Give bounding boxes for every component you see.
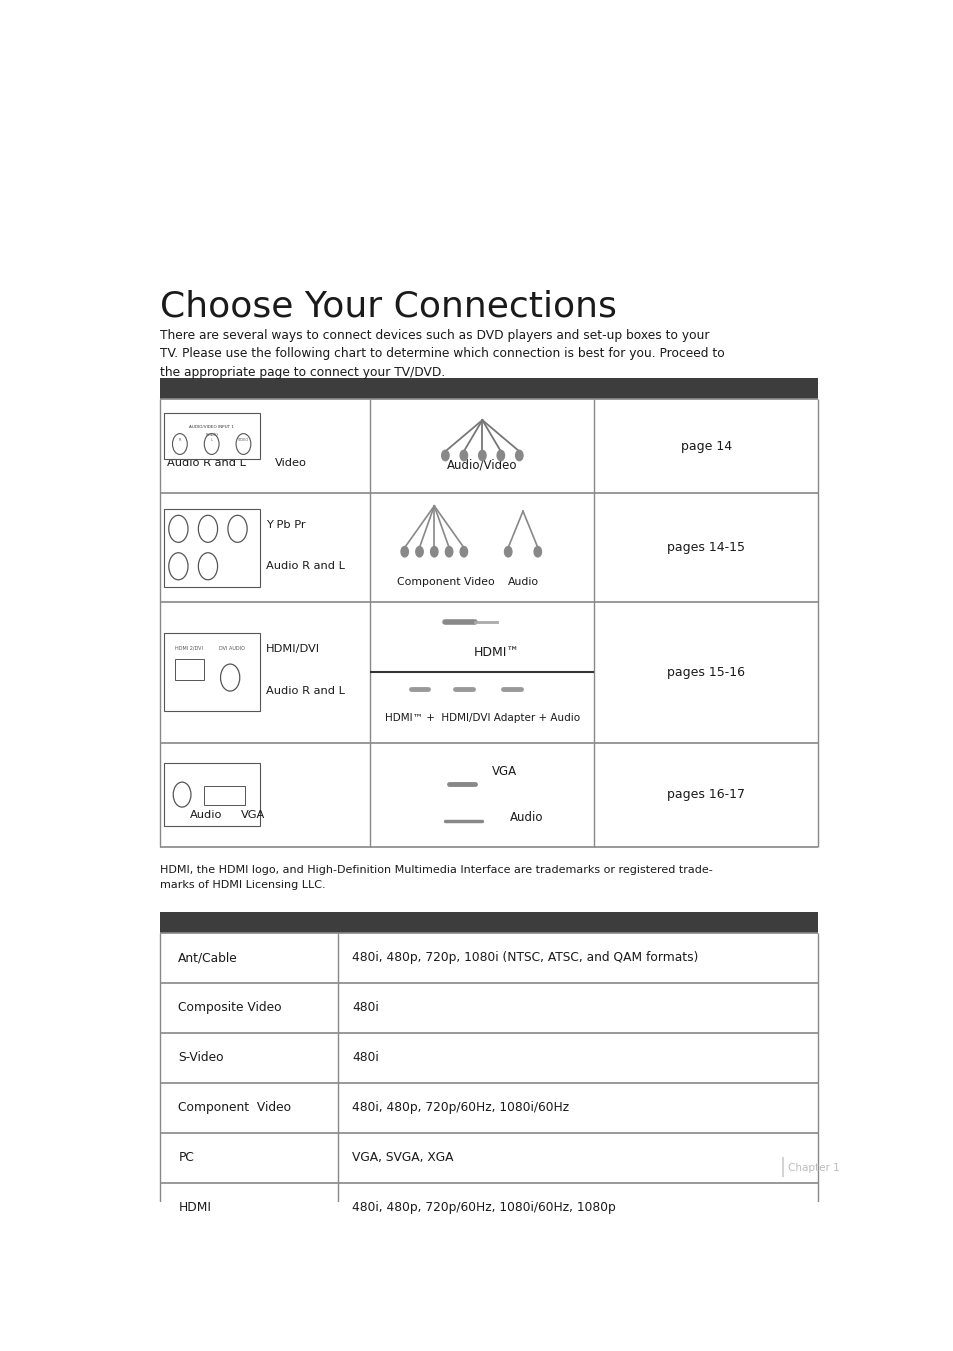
Text: VGA: VGA bbox=[241, 811, 265, 820]
Text: L: L bbox=[211, 438, 213, 442]
Text: HDMI™ +  HDMI/DVI Adapter + Audio: HDMI™ + HDMI/DVI Adapter + Audio bbox=[384, 713, 579, 723]
Bar bbox=[164, 413, 259, 458]
Text: VGA, SVGA, XGA: VGA, SVGA, XGA bbox=[352, 1151, 454, 1165]
Text: AUDIO/VIDEO INPUT 1: AUDIO/VIDEO INPUT 1 bbox=[189, 426, 233, 430]
Bar bbox=[174, 659, 204, 680]
Text: 480i, 480p, 720p, 1080i (NTSC, ATSC, and QAM formats): 480i, 480p, 720p, 1080i (NTSC, ATSC, and… bbox=[352, 951, 698, 965]
Circle shape bbox=[430, 547, 437, 557]
Circle shape bbox=[478, 450, 485, 461]
Circle shape bbox=[534, 547, 541, 557]
Text: PC: PC bbox=[178, 1151, 194, 1165]
Text: Choose Your Connections: Choose Your Connections bbox=[160, 289, 617, 323]
Circle shape bbox=[416, 547, 423, 557]
Text: VIDEO: VIDEO bbox=[237, 438, 249, 442]
Circle shape bbox=[445, 547, 453, 557]
Text: Audio R and L: Audio R and L bbox=[265, 686, 344, 696]
Text: 480i, 480p, 720p/60Hz, 1080i/60Hz, 1080p: 480i, 480p, 720p/60Hz, 1080i/60Hz, 1080p bbox=[352, 1201, 616, 1215]
Bar bbox=[164, 634, 259, 712]
Text: DVI AUDIO: DVI AUDIO bbox=[219, 646, 245, 651]
Circle shape bbox=[441, 450, 449, 461]
Bar bbox=[160, 378, 817, 400]
Text: HDMI/DVI: HDMI/DVI bbox=[265, 644, 319, 654]
Text: 480i, 480p, 720p/60Hz, 1080i/60Hz: 480i, 480p, 720p/60Hz, 1080i/60Hz bbox=[352, 1101, 569, 1115]
Text: 480i: 480i bbox=[352, 1051, 378, 1065]
Text: Composite Video: Composite Video bbox=[178, 1001, 282, 1015]
Text: 480i: 480i bbox=[352, 1001, 378, 1015]
Text: There are several ways to connect devices such as DVD players and set-up boxes t: There are several ways to connect device… bbox=[160, 328, 724, 378]
Text: pages 14-15: pages 14-15 bbox=[666, 540, 744, 554]
Text: Audio: Audio bbox=[507, 577, 538, 586]
Text: Audio R and L: Audio R and L bbox=[167, 458, 246, 467]
Text: pages 16-17: pages 16-17 bbox=[666, 788, 744, 801]
Text: Chapter 1: Chapter 1 bbox=[787, 1163, 840, 1173]
Circle shape bbox=[459, 547, 467, 557]
Circle shape bbox=[515, 450, 522, 461]
Text: pages 15-16: pages 15-16 bbox=[666, 666, 744, 678]
Text: Audio: Audio bbox=[510, 811, 543, 824]
Text: page 14: page 14 bbox=[679, 439, 731, 453]
Text: Audio/Video: Audio/Video bbox=[447, 458, 517, 471]
Text: Component Video: Component Video bbox=[396, 577, 494, 586]
Text: HDMI 2/DVI: HDMI 2/DVI bbox=[174, 646, 202, 651]
Bar bbox=[164, 508, 259, 586]
Text: R: R bbox=[178, 438, 181, 442]
Text: HDMI: HDMI bbox=[178, 1201, 212, 1215]
Text: Audio R and L: Audio R and L bbox=[265, 561, 344, 571]
Text: Y Pb Pr: Y Pb Pr bbox=[265, 520, 305, 530]
Circle shape bbox=[400, 547, 408, 557]
Text: Audio: Audio bbox=[190, 811, 222, 820]
Circle shape bbox=[459, 450, 467, 461]
Text: (VID1): (VID1) bbox=[205, 432, 218, 436]
Text: VGA: VGA bbox=[492, 765, 517, 778]
Text: S-Video: S-Video bbox=[178, 1051, 224, 1065]
Text: HDMI™: HDMI™ bbox=[474, 646, 519, 659]
Bar bbox=[204, 786, 245, 805]
Text: Component  Video: Component Video bbox=[178, 1101, 292, 1115]
Bar bbox=[164, 763, 259, 825]
Bar bbox=[160, 912, 817, 934]
Circle shape bbox=[504, 547, 512, 557]
Text: HDMI, the HDMI logo, and High-Definition Multimedia Interface are trademarks or : HDMI, the HDMI logo, and High-Definition… bbox=[160, 866, 712, 890]
Circle shape bbox=[497, 450, 504, 461]
Text: Video: Video bbox=[274, 458, 306, 467]
Text: Ant/Cable: Ant/Cable bbox=[178, 951, 238, 965]
